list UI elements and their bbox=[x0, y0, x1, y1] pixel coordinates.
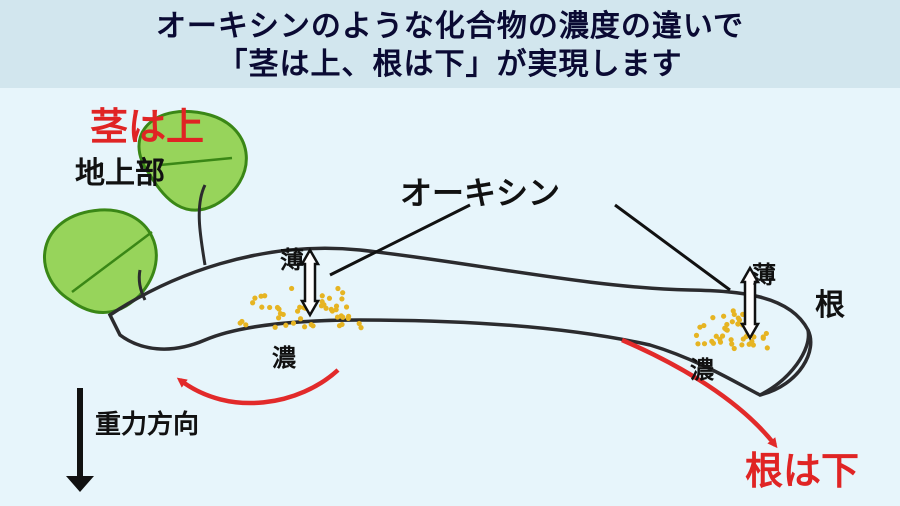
label-auxin: オーキシン bbox=[400, 168, 560, 214]
updown-arrow-left bbox=[302, 250, 318, 315]
label-thick-right: 濃 bbox=[690, 350, 714, 385]
label-thick-left: 濃 bbox=[272, 338, 296, 373]
label-root-down: 根は下 bbox=[745, 440, 859, 495]
label-root: 根 bbox=[815, 280, 845, 324]
label-thin-left: 薄 bbox=[280, 240, 304, 275]
label-stem-up: 茎は上 bbox=[90, 96, 204, 151]
label-gravity: 重力方向 bbox=[95, 404, 199, 441]
label-thin-right: 薄 bbox=[752, 255, 776, 290]
label-above-ground: 地上部 bbox=[75, 148, 165, 192]
